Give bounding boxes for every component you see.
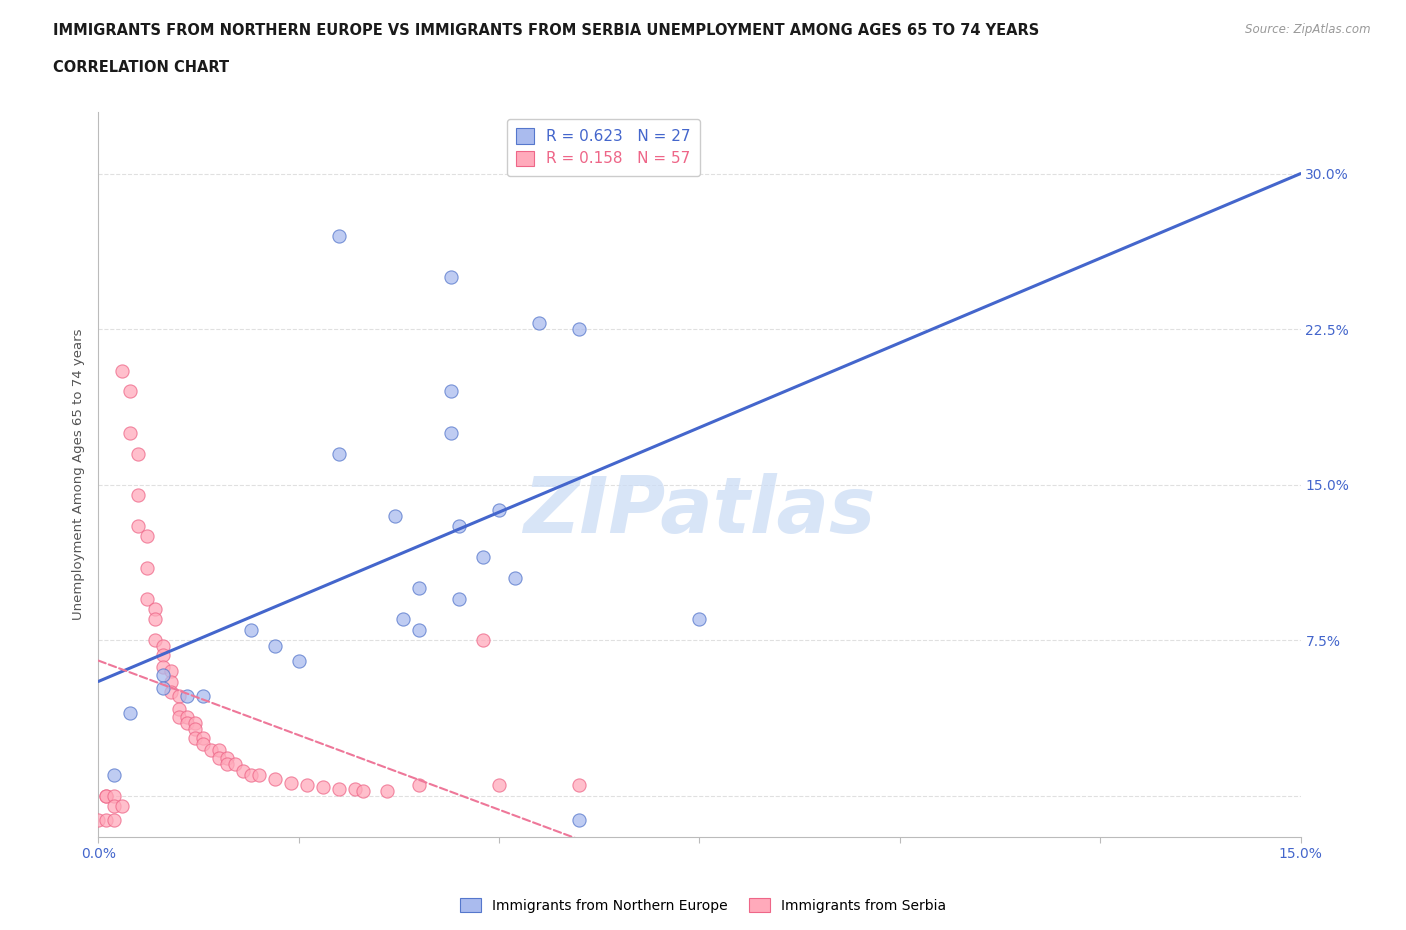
Text: IMMIGRANTS FROM NORTHERN EUROPE VS IMMIGRANTS FROM SERBIA UNEMPLOYMENT AMONG AGE: IMMIGRANTS FROM NORTHERN EUROPE VS IMMIG… [53,23,1039,38]
Point [232,764,254,778]
Legend: Immigrants from Northern Europe, Immigrants from Serbia: Immigrants from Northern Europe, Immigra… [454,893,952,919]
Point [120,384,142,399]
Point [103,788,125,803]
Point [128,446,150,461]
Point [120,705,142,720]
Point [312,780,335,795]
Point [568,813,591,828]
Point [472,632,495,647]
Point [152,681,174,696]
Point [288,654,311,669]
Point [152,639,174,654]
Point [183,722,205,737]
Point [343,782,366,797]
Point [159,674,181,689]
Point [143,612,166,627]
Point [159,684,181,699]
Point [529,315,551,330]
Point [440,425,463,440]
Point [152,659,174,674]
Text: CORRELATION CHART: CORRELATION CHART [53,60,229,75]
Point [440,384,463,399]
Point [103,799,125,814]
Point [167,701,190,716]
Point [183,730,205,745]
Point [263,639,285,654]
Point [263,772,285,787]
Legend: R = 0.623   N = 27, R = 0.158   N = 57: R = 0.623 N = 27, R = 0.158 N = 57 [506,119,700,176]
Point [135,529,157,544]
Point [111,799,134,814]
Point [295,777,318,792]
Point [159,664,181,679]
Point [103,767,125,782]
Point [447,591,470,606]
Point [191,730,214,745]
Point [488,777,510,792]
Point [503,570,526,585]
Point [408,622,430,637]
Text: ZIPatlas: ZIPatlas [523,472,876,549]
Point [280,776,302,790]
Point [384,509,406,524]
Point [183,715,205,730]
Point [167,688,190,703]
Point [135,560,157,575]
Point [135,591,157,606]
Point [208,751,231,765]
Point [191,737,214,751]
Point [176,688,198,703]
Point [408,777,430,792]
Point [128,487,150,502]
Point [215,757,238,772]
Point [568,777,591,792]
Point [176,710,198,724]
Point [352,784,374,799]
Point [152,668,174,683]
Point [96,788,118,803]
Point [488,502,510,517]
Point [200,742,222,757]
Point [152,647,174,662]
Point [191,688,214,703]
Point [120,425,142,440]
Text: Source: ZipAtlas.com: Source: ZipAtlas.com [1246,23,1371,36]
Point [239,767,262,782]
Point [87,813,110,828]
Point [440,270,463,285]
Point [176,715,198,730]
Point [224,757,246,772]
Point [143,602,166,617]
Point [408,581,430,596]
Point [447,519,470,534]
Point [247,767,270,782]
Point [375,784,398,799]
Point [328,229,350,244]
Point [96,788,118,803]
Point [96,813,118,828]
Point [103,813,125,828]
Point [215,751,238,765]
Point [328,782,350,797]
Point [239,622,262,637]
Point [568,322,591,337]
Point [167,710,190,724]
Point [143,632,166,647]
Point [392,612,415,627]
Point [208,742,231,757]
Y-axis label: Unemployment Among Ages 65 to 74 years: Unemployment Among Ages 65 to 74 years [72,328,86,620]
Point [328,446,350,461]
Point [128,519,150,534]
Point [689,612,711,627]
Point [472,550,495,565]
Point [111,364,134,379]
